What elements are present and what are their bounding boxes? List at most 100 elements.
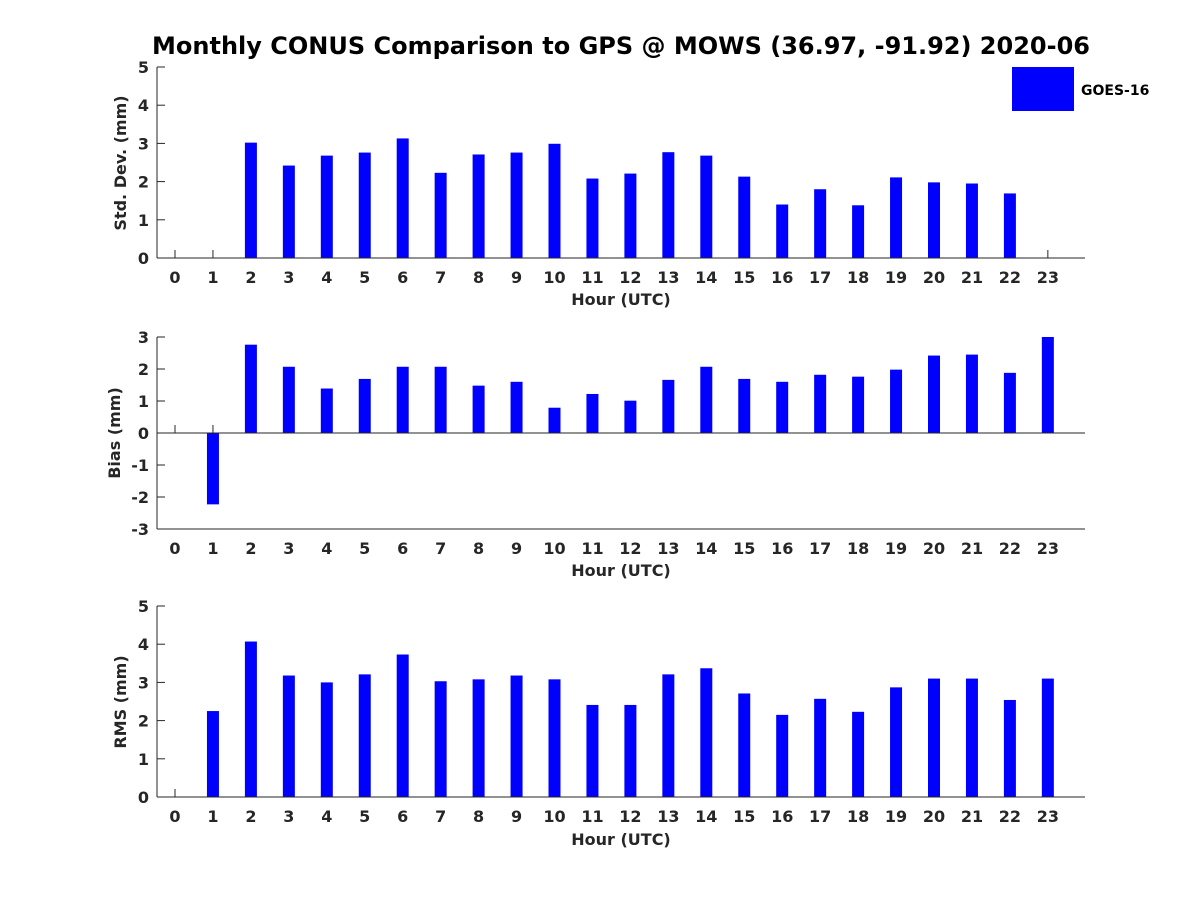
rms-bar-hour-22: [1003, 699, 1016, 797]
std-dev-xtick-label: 16: [771, 268, 793, 287]
legend-swatch-goes-16: [1012, 67, 1074, 111]
bias-bar-hour-9: [510, 381, 523, 433]
std-dev-bar-hour-20: [928, 182, 940, 258]
std-dev-bar-hour-2: [244, 142, 257, 258]
rms-xtick-label: 18: [847, 807, 869, 826]
rms-bar-hour-10: [548, 679, 561, 797]
std-dev-xtick-label: 3: [283, 268, 294, 287]
rms-xtick-label: 16: [771, 807, 793, 826]
figure-title: Monthly CONUS Comparison to GPS @ MOWS (…: [152, 32, 1090, 60]
std-dev-bar-hour-6: [396, 138, 409, 258]
bias-xtick-label: 9: [511, 539, 522, 558]
std-dev-bar-hour-14: [700, 155, 713, 258]
bias-bar-hour-14: [700, 366, 713, 433]
bias-bar-hour-23: [1041, 337, 1054, 433]
bias-xtick-label: 3: [283, 539, 294, 558]
bias-bars: [206, 337, 1054, 505]
bias-ylabel: Bias (mm): [105, 387, 124, 479]
bias-xtick-label: 19: [885, 539, 907, 558]
bias-bar-hour-7: [434, 366, 447, 433]
bias-bar-hour-22: [1003, 372, 1016, 433]
rms-xtick-label: 10: [543, 807, 565, 826]
std-dev-xtick-label: 8: [473, 268, 484, 287]
std-dev-xtick-label: 18: [847, 268, 869, 287]
std-dev-bar-hour-19: [890, 177, 903, 258]
rms-bar-hour-3: [282, 675, 295, 797]
std-dev-xtick-label: 9: [511, 268, 522, 287]
bias-bar-hour-12: [624, 400, 637, 433]
bias-ytick-label: -1: [131, 456, 149, 475]
std-dev-ytick-label: 4: [138, 96, 149, 115]
rms-bar-hour-8: [472, 679, 485, 797]
bias-ytick-label: -2: [131, 488, 149, 507]
std-dev-xtick-label: 19: [885, 268, 907, 287]
bias-xtick-label: 6: [397, 539, 408, 558]
std-dev-bar-hour-7: [434, 172, 447, 258]
std-dev-bar-hour-4: [320, 155, 333, 258]
std-dev-ytick-label: 0: [138, 249, 149, 268]
rms-xtick-label: 22: [999, 807, 1021, 826]
legend: GOES-16: [1012, 67, 1149, 111]
legend-label-goes-16: GOES-16: [1081, 83, 1149, 99]
std-dev-ytick-label: 2: [138, 173, 149, 192]
std-dev-ytick-label: 5: [138, 58, 149, 77]
bias-xtick-label: 11: [581, 539, 603, 558]
rms-ytick-label: 0: [138, 788, 149, 807]
bias-xtick-label: 22: [999, 539, 1021, 558]
std-dev-xtick-label: 21: [961, 268, 983, 287]
rms-ylabel: RMS (mm): [111, 655, 130, 748]
bias-bar-hour-16: [776, 381, 789, 433]
rms-bar-hour-7: [434, 681, 447, 797]
rms-xtick-label: 9: [511, 807, 522, 826]
bias-bar-hour-19: [890, 369, 903, 433]
bias-xtick-label: 7: [435, 539, 446, 558]
rms-xtick-label: 6: [397, 807, 408, 826]
bias-bar-hour-13: [662, 379, 675, 433]
rms-bar-hour-15: [738, 693, 751, 797]
rms-xtick-label: 14: [695, 807, 717, 826]
std-dev-xtick-label: 10: [543, 268, 565, 287]
rms-xtick-label: 23: [1037, 807, 1059, 826]
rms-ytick-label: 4: [138, 635, 149, 654]
rms-bar-hour-12: [624, 704, 637, 797]
std-dev-bar-hour-8: [472, 154, 485, 258]
std-dev-bar-hour-16: [776, 204, 789, 258]
std-dev-bar-hour-17: [814, 189, 827, 258]
rms-bar-hour-4: [320, 682, 333, 797]
rms-xtick-label: 3: [283, 807, 294, 826]
rms-xtick-label: 15: [733, 807, 755, 826]
rms-bar-hour-14: [700, 668, 713, 797]
std-dev-xtick-label: 22: [999, 268, 1021, 287]
rms-xtick-label: 5: [359, 807, 370, 826]
bias-xtick-label: 18: [847, 539, 869, 558]
std-dev-xtick-label: 14: [695, 268, 717, 287]
bias-xtick-label: 15: [733, 539, 755, 558]
std-dev-ytick-label: 1: [138, 211, 149, 230]
std-dev-xtick-label: 13: [657, 268, 679, 287]
rms-bar-hour-18: [852, 711, 865, 797]
bias-bar-hour-18: [852, 376, 865, 433]
rms-ytick-label: 5: [138, 597, 149, 616]
rms-bar-hour-5: [358, 674, 371, 797]
rms-xtick-label: 12: [619, 807, 641, 826]
std-dev-xtick-label: 11: [581, 268, 603, 287]
std-dev-bar-hour-10: [548, 143, 561, 258]
std-dev-bar-hour-9: [510, 152, 523, 258]
std-dev-xtick-label: 2: [245, 268, 256, 287]
std-dev-bar-hour-5: [358, 152, 371, 258]
std-dev-xtick-label: 20: [923, 268, 945, 287]
rms-xlabel: Hour (UTC): [571, 830, 671, 849]
rms-xtick-label: 1: [207, 807, 218, 826]
rms-xtick-label: 8: [473, 807, 484, 826]
std-dev-bar-hour-12: [624, 173, 637, 258]
rms-bar-hour-19: [890, 687, 903, 797]
std-dev-bar-hour-22: [1003, 193, 1016, 258]
bias-ytick-label: -3: [131, 520, 149, 539]
bias-axes: [156, 337, 1085, 530]
rms-bars: [206, 641, 1054, 797]
